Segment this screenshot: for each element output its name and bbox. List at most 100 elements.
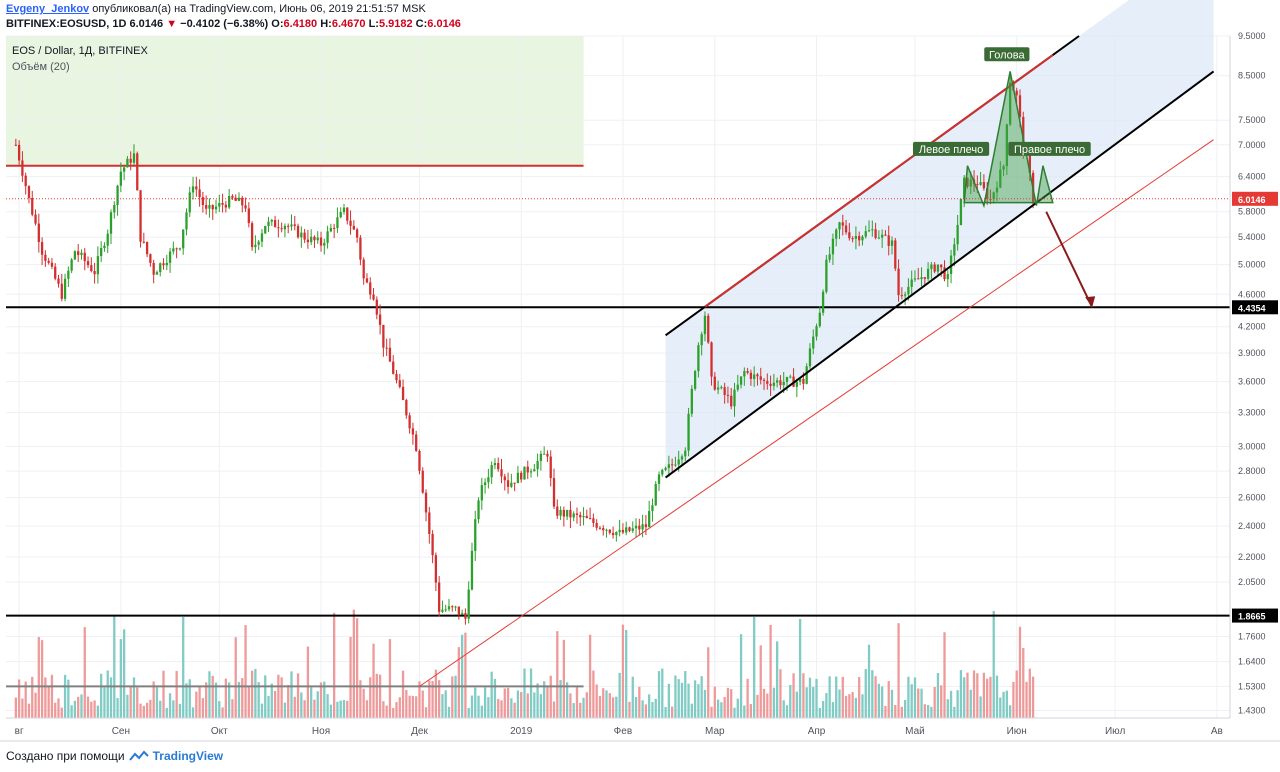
candle-body — [54, 266, 57, 279]
candle-body — [149, 254, 152, 263]
volume-bar — [106, 670, 109, 718]
candle-body — [858, 235, 861, 241]
candle-body — [385, 347, 388, 349]
candle-body — [805, 366, 808, 384]
volume-bar — [812, 686, 815, 718]
tradingview-logo-icon — [128, 750, 149, 761]
y-tick-label: 8.5000 — [1238, 71, 1266, 81]
candle-body — [145, 242, 149, 255]
volume-bar — [559, 679, 562, 718]
y-tick-label: 6.4000 — [1238, 172, 1266, 182]
candle-body — [881, 234, 884, 238]
volume-bar — [34, 692, 37, 718]
candle-body — [772, 382, 776, 386]
volume-bar — [293, 696, 296, 718]
volume-bar — [986, 678, 989, 718]
volume-bar — [339, 700, 342, 718]
price-axis-bg — [1230, 36, 1280, 718]
candle-body — [795, 381, 798, 387]
y-tick-label: 1.4300 — [1238, 705, 1266, 715]
candle-body — [57, 278, 60, 284]
volume-bar — [753, 616, 756, 718]
volume-bar — [254, 668, 257, 718]
volume-bar — [460, 634, 464, 718]
volume-bar — [707, 647, 710, 718]
volume-bar — [943, 632, 946, 718]
volume-bar — [946, 699, 949, 718]
candle-body — [168, 251, 172, 263]
candle-body — [339, 211, 342, 218]
candle-body — [753, 374, 756, 379]
volume-bar — [979, 696, 982, 718]
volume-bar — [900, 706, 903, 718]
candle-body — [861, 236, 864, 241]
candle-body — [342, 207, 346, 212]
candle-body — [943, 267, 946, 280]
tradingview-brand[interactable]: TradingView — [152, 749, 224, 763]
volume-bar — [444, 690, 447, 718]
candle-body — [956, 225, 959, 245]
volume-bar — [40, 640, 44, 718]
volume-bar — [142, 705, 145, 718]
volume-bar — [362, 688, 365, 718]
volume-bar — [77, 696, 80, 718]
candle-body — [17, 144, 21, 161]
candle-body — [923, 277, 926, 279]
candle-body — [644, 524, 648, 528]
volume-bar — [565, 682, 569, 718]
volume-bar — [205, 682, 208, 718]
candle-body — [329, 227, 333, 232]
volume-bar — [159, 700, 162, 718]
candle-body — [382, 324, 385, 348]
volume-bar — [244, 625, 247, 718]
price-chart[interactable]: Левое плечо Голова Правое плечо 9.5000 8.500… — [0, 0, 1280, 745]
volume-bar — [526, 693, 529, 718]
candle-body — [378, 314, 382, 325]
candle-body — [605, 529, 608, 531]
candle-body — [375, 299, 378, 315]
volume-bar — [113, 614, 116, 718]
candle-body — [300, 232, 303, 238]
bull-zone — [6, 36, 584, 166]
volume-bar — [795, 691, 798, 718]
candle-body — [86, 261, 90, 266]
y-tick-label: 2.0500 — [1238, 577, 1266, 587]
volume-bar — [894, 704, 897, 718]
volume-bar — [378, 674, 382, 718]
candle-body — [897, 268, 900, 296]
volume-bar — [290, 671, 293, 718]
volume-bar — [497, 698, 500, 718]
candle-body — [90, 265, 93, 272]
volume-bar — [605, 690, 608, 718]
close-value: 6.0146 — [427, 18, 461, 30]
volume-bar — [723, 696, 726, 718]
candle-body — [250, 223, 254, 248]
candle-body — [392, 361, 395, 374]
volume-bar — [595, 684, 598, 718]
candle-body — [959, 198, 963, 226]
candle-body — [408, 415, 411, 429]
candle-body — [884, 234, 887, 236]
volume-bar — [592, 670, 595, 718]
volume-bar — [569, 693, 572, 718]
candle-body — [319, 237, 323, 246]
volume-bar — [1002, 691, 1005, 718]
candle-body — [415, 434, 418, 451]
candle-body — [421, 470, 424, 493]
volume-bar — [631, 676, 634, 718]
author-link[interactable]: Evgeny_Jenkov — [6, 3, 90, 15]
legend-volume: Объём (20) — [12, 61, 70, 73]
volume-bar — [152, 681, 155, 718]
volume-bar — [178, 703, 182, 718]
candle-body — [234, 197, 237, 201]
volume-bar — [132, 677, 136, 718]
candle-body — [359, 237, 362, 260]
volume-bar — [976, 673, 979, 718]
volume-bar — [306, 646, 310, 718]
candle-body — [77, 251, 80, 256]
volume-bar — [546, 687, 549, 718]
symbol-ohlc-line: BITFINEX:EOSUSD, 1D 6.0146 ▼ −0.4102 (−6… — [6, 18, 461, 30]
volume-bar — [428, 680, 431, 718]
volume-bar — [992, 610, 995, 718]
footer: Создано при помощи TradingView — [6, 749, 223, 763]
